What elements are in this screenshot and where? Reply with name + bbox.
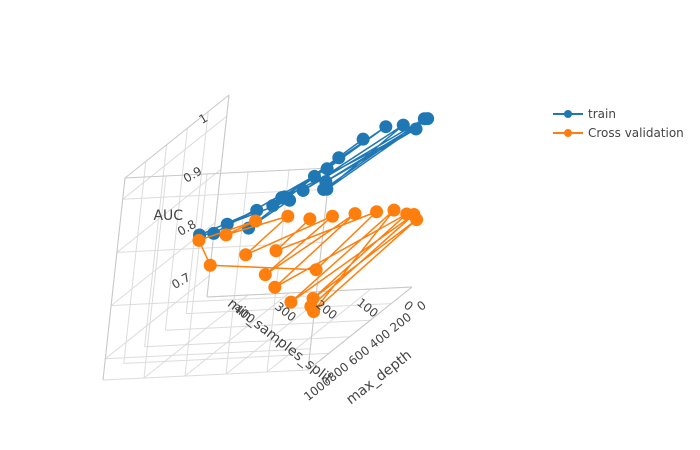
grid-layer xyxy=(102,94,413,381)
data-point[interactable] xyxy=(307,305,321,319)
data-point[interactable] xyxy=(269,244,283,258)
grid-line xyxy=(111,295,317,307)
data-point[interactable] xyxy=(356,132,370,146)
data-point[interactable] xyxy=(250,203,264,217)
data-point[interactable] xyxy=(396,118,410,132)
data-point[interactable] xyxy=(268,280,282,294)
grid-line xyxy=(124,94,230,179)
legend-marker-cross-validation xyxy=(564,129,572,137)
legend-item-train[interactable]: train xyxy=(553,107,616,121)
series-line xyxy=(197,209,418,313)
z-axis-title: AUC xyxy=(153,208,183,224)
grid-line xyxy=(124,167,331,179)
data-point[interactable] xyxy=(239,248,253,262)
data-point[interactable] xyxy=(306,292,320,306)
data-point[interactable] xyxy=(320,162,334,176)
data-point[interactable] xyxy=(307,169,321,183)
data-point[interactable] xyxy=(409,122,423,136)
legend-marker-train xyxy=(564,110,572,118)
grid-line xyxy=(143,175,167,379)
grid-line xyxy=(123,161,147,364)
data-point[interactable] xyxy=(203,258,217,272)
grid-line xyxy=(184,173,208,377)
x-tick-label: 0 xyxy=(414,298,429,314)
legend[interactable]: train Cross validation xyxy=(553,107,684,140)
legend-label-cross-validation: Cross validation xyxy=(588,126,684,140)
grid-line xyxy=(102,369,309,381)
trace-layer xyxy=(192,112,435,319)
grid-line xyxy=(266,288,372,373)
grid-line xyxy=(144,144,168,347)
grid-line xyxy=(185,111,209,314)
grid-line xyxy=(307,286,413,371)
data-point[interactable] xyxy=(410,213,424,227)
data-point[interactable] xyxy=(325,209,339,223)
data-point[interactable] xyxy=(348,207,362,221)
data-point[interactable] xyxy=(266,199,280,213)
data-point[interactable] xyxy=(281,209,295,223)
grid-line xyxy=(206,286,413,298)
legend-label-train: train xyxy=(588,107,616,121)
data-point[interactable] xyxy=(421,112,435,126)
legend-item-cross-validation[interactable]: Cross validation xyxy=(553,126,684,140)
data-point[interactable] xyxy=(275,191,289,205)
data-point[interactable] xyxy=(192,233,206,247)
grid-line xyxy=(143,294,249,379)
data-point[interactable] xyxy=(309,263,323,277)
data-point[interactable] xyxy=(220,217,234,231)
x-tick-label: 400 xyxy=(367,326,394,351)
grid-line xyxy=(165,319,371,331)
data-point[interactable] xyxy=(400,207,414,221)
data-point[interactable] xyxy=(370,205,384,219)
grid-line xyxy=(122,115,227,200)
data-point[interactable] xyxy=(219,228,233,242)
grid-line xyxy=(116,241,322,253)
data-point[interactable] xyxy=(303,212,317,226)
grid-line xyxy=(102,177,126,381)
data-point[interactable] xyxy=(284,295,298,309)
data-point[interactable] xyxy=(332,151,346,165)
x-tick-label: 200 xyxy=(387,310,414,335)
data-point[interactable] xyxy=(319,175,333,189)
x-tick-label: 600 xyxy=(346,343,373,368)
grid-line xyxy=(164,128,188,331)
data-point[interactable] xyxy=(387,203,401,217)
data-point[interactable] xyxy=(296,183,310,197)
data-point[interactable] xyxy=(379,120,393,134)
grid-line xyxy=(105,275,210,360)
data-point[interactable] xyxy=(249,214,263,228)
series-0 xyxy=(193,112,435,242)
grid-line xyxy=(144,336,350,348)
grid-line xyxy=(105,348,311,360)
data-point[interactable] xyxy=(258,268,272,282)
grid-line xyxy=(123,352,329,364)
grid-line xyxy=(225,171,249,375)
series-1 xyxy=(192,203,424,319)
grid-line xyxy=(186,303,392,315)
grid-line xyxy=(116,169,222,253)
grid-line xyxy=(184,292,290,377)
